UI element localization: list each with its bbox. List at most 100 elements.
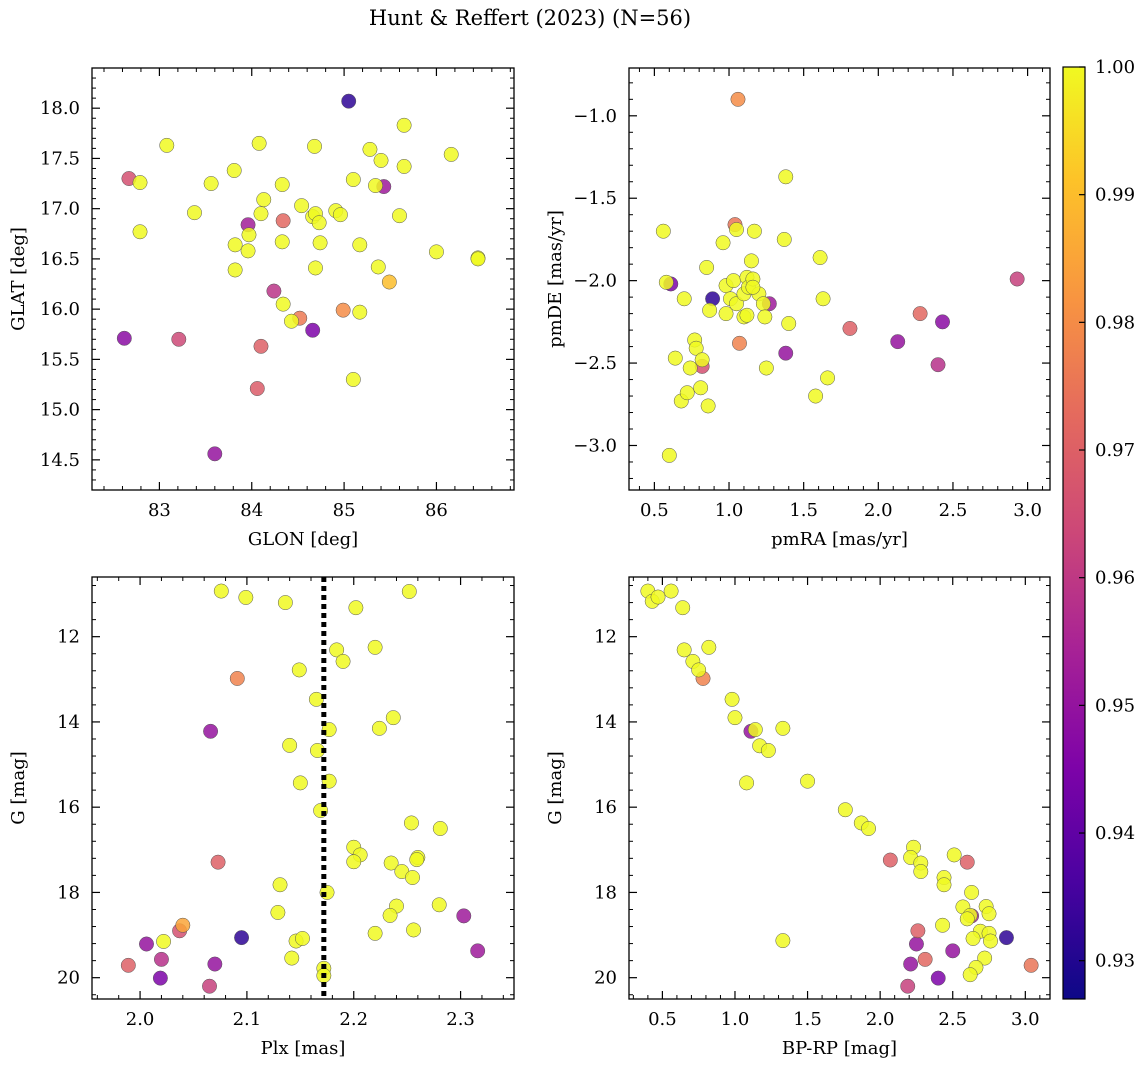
data-point	[345, 172, 361, 187]
x-tick-label: 2.1	[233, 1009, 262, 1030]
data-point	[935, 314, 950, 330]
x-tick-label: 3.0	[1011, 1009, 1040, 1030]
data-point	[900, 978, 916, 994]
data-point	[295, 931, 310, 946]
data-point	[332, 207, 348, 223]
data-point	[946, 847, 962, 863]
data-point	[116, 330, 132, 346]
panel-pm: 0.5 1.0 1.5 2.0 2.5 3.0 −3.0 −2.5 −2.0 −1.5 −1.0 pm…	[545, 67, 1051, 550]
data-point	[679, 385, 695, 401]
x-tick-label: 86	[425, 500, 448, 521]
data-point	[132, 224, 148, 240]
data-point	[409, 852, 425, 868]
x-axis-label: BP-RP [mag]	[782, 1038, 897, 1059]
data-point	[171, 331, 187, 347]
data-point	[1023, 957, 1039, 973]
data-point	[187, 205, 202, 221]
data-point	[305, 322, 321, 338]
y-tick-label: 14.5	[40, 450, 80, 471]
data-point	[251, 135, 267, 151]
colorbar-tick-label: 0.95	[1095, 695, 1135, 716]
data-point	[910, 923, 926, 939]
data-point	[210, 854, 226, 870]
data-point	[935, 917, 951, 933]
x-tick-label: 2.5	[938, 1009, 967, 1030]
x-tick-label: 2.0	[866, 1009, 895, 1030]
y-tick-label: −2.0	[573, 271, 617, 292]
data-point	[266, 283, 282, 299]
data-point	[743, 253, 759, 269]
data-point	[312, 235, 328, 251]
plot-frame	[91, 67, 515, 491]
data-point	[367, 639, 383, 655]
data-point	[346, 854, 362, 870]
data-point	[650, 589, 666, 605]
data-point	[667, 350, 683, 366]
data-point	[234, 930, 250, 946]
data-point	[153, 951, 169, 967]
y-tick-label: 17.5	[40, 148, 80, 169]
data-point	[908, 936, 924, 952]
data-point	[917, 951, 933, 967]
data-point	[691, 662, 707, 678]
y-tick-label: 18.0	[40, 98, 80, 119]
data-point	[699, 260, 715, 275]
data-point	[291, 662, 307, 678]
data-point	[348, 600, 364, 616]
x-tick-label: 1.0	[721, 1009, 750, 1030]
data-point	[132, 175, 148, 190]
data-point	[913, 864, 929, 879]
panel-glon-glat: 83 84 85 86 14.5 15.0 15.5 16.0 16.5 17.0 17.5 18.0…	[8, 67, 515, 550]
data-point	[676, 642, 692, 658]
data-point	[253, 206, 269, 222]
data-point	[726, 273, 741, 289]
data-point	[367, 925, 383, 941]
data-point	[701, 639, 717, 655]
y-tick-label: 17.0	[40, 199, 80, 220]
data-point	[381, 274, 397, 290]
y-axis-label: G [mag]	[545, 751, 566, 824]
data-point	[661, 447, 677, 463]
data-point	[775, 720, 791, 736]
data-point	[930, 970, 946, 986]
data-point	[729, 222, 744, 237]
data-point	[256, 192, 272, 208]
data-point	[778, 345, 794, 361]
data-point	[226, 163, 242, 178]
data-point	[272, 877, 288, 893]
data-point	[965, 931, 981, 946]
data-point	[274, 177, 290, 193]
data-point	[962, 967, 978, 983]
data-point	[241, 227, 257, 243]
data-point	[308, 691, 324, 707]
data-point	[1009, 271, 1025, 287]
data-point	[202, 978, 217, 994]
data-point	[655, 223, 671, 239]
data-point	[882, 852, 898, 868]
data-point	[757, 309, 773, 325]
data-point	[373, 152, 389, 168]
data-point	[903, 956, 919, 972]
colorbar-tick-label: 0.93	[1095, 951, 1135, 972]
data-point	[658, 274, 674, 290]
data-point	[156, 934, 172, 949]
data-point	[406, 922, 422, 938]
data-point	[983, 933, 998, 949]
data-point	[718, 306, 734, 322]
x-tick-label: 2.3	[446, 1009, 475, 1030]
y-tick-label: 14	[57, 712, 80, 733]
data-point	[694, 352, 710, 368]
x-tick-label: 83	[148, 500, 171, 521]
data-point	[401, 584, 417, 599]
data-point	[739, 775, 755, 791]
data-point	[203, 723, 219, 739]
data-point	[739, 307, 755, 323]
data-point	[240, 243, 256, 259]
colorbar-tick-label: 0.97	[1095, 440, 1135, 461]
data-point	[277, 595, 293, 611]
data-point	[335, 302, 351, 318]
data-point	[292, 775, 308, 791]
data-point	[282, 737, 298, 753]
y-tick-label: 15.5	[40, 349, 80, 370]
data-point	[432, 821, 448, 836]
